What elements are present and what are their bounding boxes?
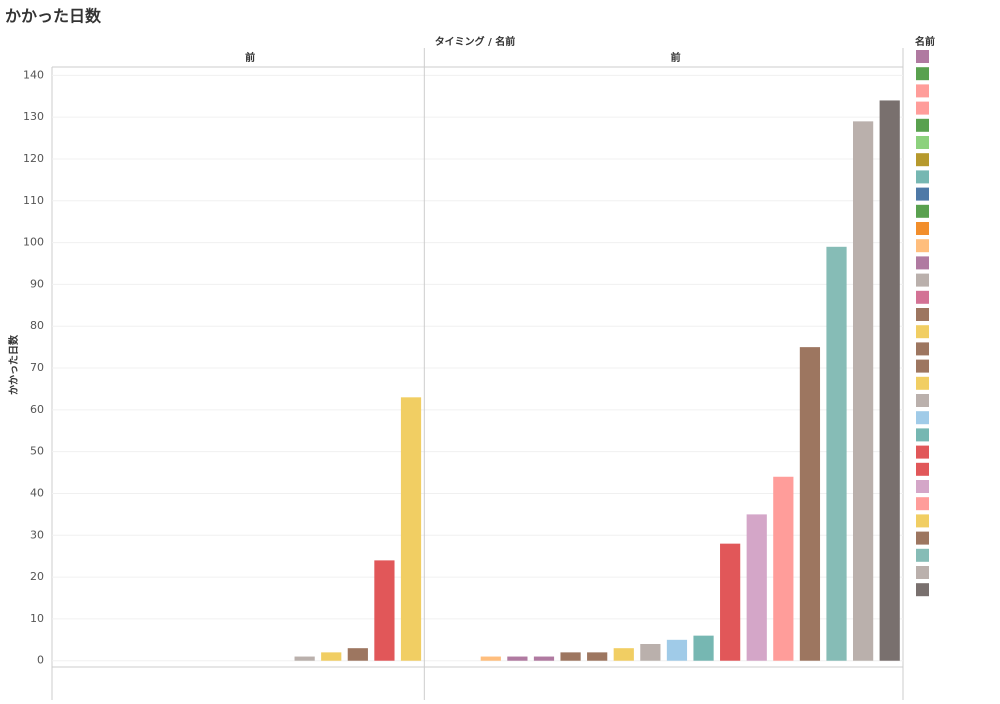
bar (587, 652, 608, 661)
legend-title: 名前 (915, 35, 935, 48)
column-header: タイミング / 名前 (435, 35, 516, 48)
legend-swatch (916, 170, 929, 184)
legend-swatch (916, 239, 929, 253)
bar (400, 397, 422, 661)
legend-swatch (916, 84, 929, 98)
legend-swatch (916, 342, 929, 356)
legend-swatch (916, 273, 929, 287)
panel-header: 前 (245, 51, 255, 64)
legend-swatch (916, 187, 929, 201)
y-tick-label: 60 (30, 403, 44, 416)
legend-swatch (916, 67, 929, 81)
bar (613, 648, 634, 661)
bar (507, 656, 528, 661)
legend-swatch (916, 118, 929, 132)
legend-swatch (916, 290, 929, 304)
legend-swatch (916, 359, 929, 373)
legend-swatch (916, 153, 929, 167)
bar (826, 246, 847, 661)
legend-swatch (916, 583, 929, 597)
bar (879, 100, 900, 661)
chart-title: かかった日数 (5, 7, 102, 26)
bar (321, 652, 342, 661)
bar (560, 652, 581, 661)
y-tick-label: 120 (23, 152, 44, 165)
legend-swatch (916, 566, 929, 579)
legend-swatch (916, 531, 929, 545)
legend-swatch (916, 101, 929, 115)
bar (799, 347, 821, 661)
y-tick-label: 90 (30, 277, 44, 290)
bar (294, 656, 315, 661)
legend-swatch (916, 394, 929, 407)
legend-swatch (916, 480, 929, 493)
bar (347, 648, 368, 661)
y-axis-label: かかった日数 (7, 334, 20, 395)
y-tick-label: 40 (30, 486, 44, 499)
legend-swatch (916, 325, 929, 339)
panel-header: 前 (671, 51, 681, 64)
bar (666, 639, 688, 661)
legend-swatch (916, 376, 929, 390)
legend-swatch (916, 445, 929, 459)
legend-swatch (916, 497, 929, 511)
legend-swatch (916, 204, 929, 218)
legend-swatch (916, 256, 929, 270)
y-tick-label: 80 (30, 319, 44, 332)
y-tick-label: 10 (30, 612, 44, 625)
bar (773, 476, 794, 661)
y-tick-label: 100 (23, 236, 44, 249)
legend-swatch (916, 411, 929, 425)
bar (480, 656, 501, 661)
legend-swatch (916, 548, 929, 562)
y-tick-label: 30 (30, 528, 44, 541)
y-tick-label: 70 (30, 361, 44, 374)
y-tick-label: 50 (30, 445, 44, 458)
bar (533, 656, 555, 661)
legend-swatch (916, 50, 929, 63)
legend-swatch (916, 428, 929, 442)
bar (853, 121, 874, 661)
y-tick-label: 110 (23, 194, 44, 207)
y-tick-label: 140 (23, 68, 44, 81)
legend-swatch (916, 514, 929, 528)
bar (640, 644, 661, 661)
y-tick-label: 130 (23, 110, 44, 123)
bar (720, 543, 741, 661)
y-tick-label: 20 (30, 570, 44, 583)
bar (374, 560, 395, 661)
y-tick-label: 0 (37, 654, 44, 667)
bar (746, 514, 767, 661)
bar (693, 635, 714, 661)
legend-swatch (916, 222, 929, 235)
legend-swatch (916, 308, 929, 321)
legend-swatch (916, 136, 929, 149)
legend-swatch (916, 462, 929, 476)
